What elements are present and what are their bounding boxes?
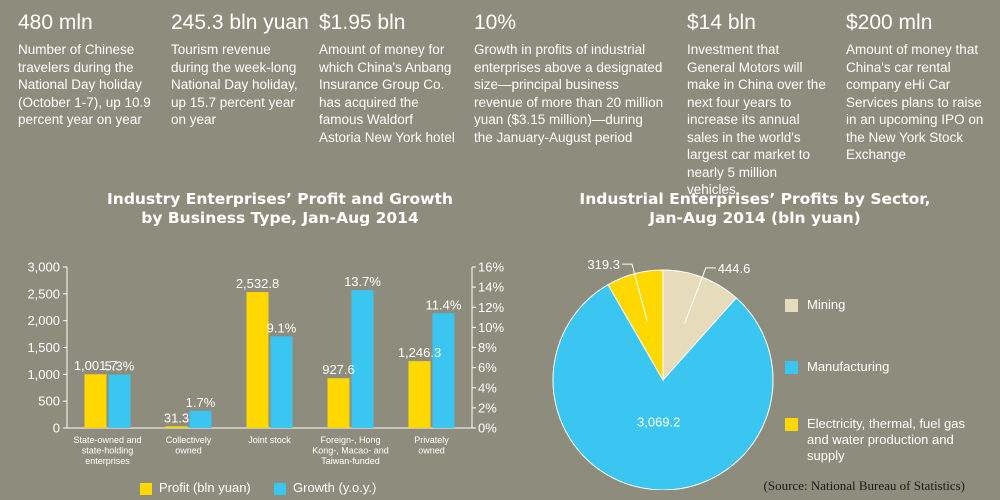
left-tick-label: 3,000: [27, 260, 60, 275]
bar-chart-title: Industry Enterprises’ Profit and Growth …: [40, 190, 520, 228]
mining-swatch: [785, 299, 798, 312]
right-tick-label: 8%: [478, 340, 497, 355]
electricity-label: Electricity, thermal, fuel gas and water…: [807, 416, 965, 463]
growth-value-label: 9.1%: [267, 320, 297, 335]
stat-description: Investment that General Motors will make…: [687, 42, 826, 197]
pie-slice-manufacturing: [552, 284, 774, 490]
pie-value-label: 319.3: [587, 257, 620, 272]
left-tick-label: 2,500: [27, 286, 60, 301]
growth-legend-label: Growth (y.o.y.): [293, 480, 377, 495]
profit-value-label: 2,532.8: [236, 276, 279, 291]
stat-description: Tourism revenue during the week-long Nat…: [171, 42, 298, 127]
stat-value: 10%: [474, 11, 517, 34]
profit-bar: [246, 292, 269, 428]
category-label: Foreign-, Hong: [320, 435, 380, 445]
manufacturing-label: Manufacturing: [807, 359, 890, 374]
category-label: owned: [418, 446, 445, 456]
growth-value-label: 1.7%: [186, 395, 216, 410]
growth-bar: [189, 410, 212, 428]
profit-value-label: 31.3: [164, 410, 189, 425]
profit-value-label: 1,246.3: [398, 345, 441, 360]
pie-chart-title-line1: Industrial Enterprises’ Profits by Secto…: [579, 190, 931, 208]
bar-chart-title-line1: Industry Enterprises’ Profit and Growth: [107, 190, 453, 208]
stat-value: $1.95 bln: [319, 11, 406, 34]
category-label: Taiwan-funded: [321, 456, 380, 466]
category-label: owned: [175, 446, 202, 456]
left-tick-label: 1,000: [27, 367, 60, 382]
right-tick-label: 2%: [478, 400, 497, 415]
stat-travelers: 480 mln Number of Chinese travelers duri…: [18, 8, 158, 129]
growth-bar: [351, 290, 374, 428]
category-label: Privately: [414, 435, 449, 445]
bar-chart: 0 500 1,000 1,500 2,000 2,500 3,000 0% 2% 4% 6% 8% 1…: [27, 260, 504, 467]
category-label: enterprises: [85, 456, 130, 466]
growth-value-label: 13.7%: [344, 274, 381, 289]
stat-description: Growth in profits of industrial enterpri…: [474, 42, 664, 145]
profit-bar: [408, 361, 431, 428]
left-tick-label: 1,500: [27, 340, 60, 355]
bar-chart-title-line2: by Business Type, Jan-Aug 2014: [141, 209, 419, 227]
right-tick-label: 6%: [478, 360, 497, 375]
bar-legend-growth: Growth (y.o.y.): [274, 480, 376, 495]
growth-value-label: 11.4%: [426, 297, 462, 312]
pie-chart-title-line2: Jan-Aug 2014 (bln yuan): [649, 209, 861, 227]
left-tick-label: 0: [53, 421, 60, 436]
left-tick-label: 2,000: [27, 313, 60, 328]
growth-value-label: 5.3%: [105, 359, 135, 374]
growth-bar: [432, 313, 455, 428]
pie-value-label: 3,069.2: [637, 415, 680, 430]
electricity-swatch: [785, 418, 798, 431]
right-tick-label: 4%: [478, 380, 497, 395]
stat-value: 480 mln: [18, 11, 93, 34]
stat-description: Amount of money that China's car rental …: [846, 42, 984, 162]
profit-swatch: [140, 482, 152, 495]
profit-value-label: 927.6: [322, 362, 355, 377]
stat-anbang: $1.95 bln Amount of money for which Chin…: [319, 8, 455, 146]
left-tick-label: 500: [38, 394, 60, 409]
stat-tourism-revenue: 245.3 bln yuan Tourism revenue during th…: [171, 8, 309, 129]
stat-value: $14 bln: [687, 11, 756, 34]
right-tick-label: 16%: [478, 260, 504, 275]
profit-value-label: 1,001.7: [74, 358, 117, 373]
growth-bar: [108, 374, 131, 428]
growth-swatch: [274, 482, 286, 495]
profit-bar: [327, 378, 350, 428]
source-note: (Source: National Bureau of Statistics): [763, 478, 965, 493]
right-tick-label: 12%: [478, 300, 504, 315]
category-label: state-holding: [82, 446, 134, 456]
category-label: Collectively: [166, 435, 212, 445]
profit-bar: [165, 426, 188, 428]
profit-legend-label: Profit (bln yuan): [159, 480, 251, 495]
stat-description: Number of Chinese travelers during the N…: [18, 42, 151, 127]
stat-industrial-profits: 10% Growth in profits of industrial ente…: [474, 8, 664, 146]
stat-general-motors: $14 bln Investment that General Motors w…: [687, 8, 829, 199]
category-label: Joint stock: [248, 435, 291, 445]
pie-leader-line: [622, 263, 648, 322]
stat-description: Amount of money for which China's Anbang…: [319, 42, 455, 145]
right-tick-label: 0%: [478, 421, 497, 436]
right-tick-label: 10%: [478, 320, 504, 335]
mining-label: Mining: [807, 297, 846, 312]
growth-bar: [270, 336, 293, 428]
stat-value: $200 mln: [846, 11, 933, 34]
bar-legend-profit: Profit (bln yuan): [140, 480, 251, 495]
category-label: State-owned and: [73, 435, 141, 445]
manufacturing-swatch: [785, 361, 798, 374]
pie-chart: 444.6 3,069.2 319.3: [552, 257, 774, 490]
pie-value-label: 444.6: [718, 261, 751, 276]
category-label: Kong-, Macao- and: [312, 446, 389, 456]
stat-ehi: $200 mln Amount of money that China's ca…: [846, 8, 986, 164]
pie-leader-line: [684, 267, 716, 324]
pie-chart-title: Industrial Enterprises’ Profits by Secto…: [545, 190, 965, 228]
stat-value: 245.3 bln yuan: [171, 11, 309, 34]
right-tick-label: 14%: [478, 280, 504, 295]
profit-bar: [84, 374, 107, 428]
